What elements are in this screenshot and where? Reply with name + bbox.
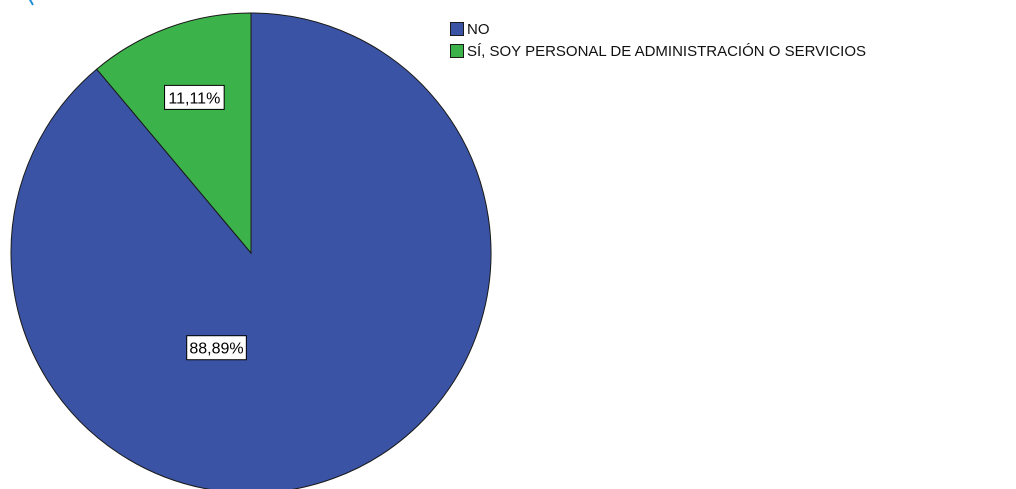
legend-swatch-no [450, 22, 464, 36]
legend-label-si-personal: SÍ, SOY PERSONAL DE ADMINISTRACIÓN O SER… [467, 42, 866, 60]
data-label-box-si-personal [164, 84, 225, 110]
data-label-si-personal: 11,11% [168, 90, 220, 107]
pie-data-labels: 88,89% 11,11% [164, 84, 247, 361]
chart-legend: NO SÍ, SOY PERSONAL DE ADMINISTRACIÓN O … [450, 18, 866, 62]
data-label-no: 88,89% [189, 341, 243, 358]
legend-swatch-si-personal [450, 44, 464, 58]
cropped-heading-fragment [28, 0, 34, 6]
pie-slices [10, 12, 492, 489]
legend-item-si-personal: SÍ, SOY PERSONAL DE ADMINISTRACIÓN O SER… [450, 40, 866, 62]
legend-item-no: NO [450, 18, 866, 40]
legend-label-no: NO [467, 20, 490, 38]
data-label-box-no [186, 335, 247, 361]
pie-slice-si-personal [96, 12, 252, 255]
